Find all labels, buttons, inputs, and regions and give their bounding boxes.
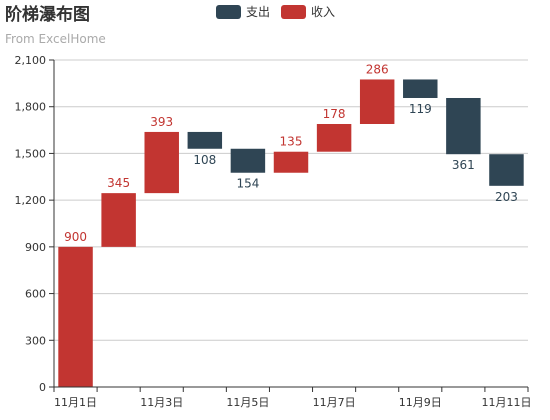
legend[interactable]: 支出 收入 bbox=[216, 5, 335, 19]
bar-expense[interactable] bbox=[230, 148, 266, 173]
bar-expense[interactable] bbox=[187, 131, 223, 149]
bar-expense[interactable] bbox=[403, 79, 438, 98]
y-tick-label: 2,100 bbox=[15, 54, 47, 67]
data-labels: 900 345 393 108 154 135 178 286 119 361 203 bbox=[64, 62, 518, 243]
x-axis: 11月1日 11月3日 11月5日 11月7日 11月9日 11月11日 bbox=[53, 386, 531, 409]
data-label-income: 900 bbox=[64, 230, 87, 244]
chart-subtitle: From ExcelHome bbox=[5, 32, 106, 46]
legend-item-expense[interactable]: 支出 bbox=[216, 5, 270, 19]
bar-income[interactable] bbox=[359, 79, 395, 124]
bar-income[interactable] bbox=[273, 151, 309, 173]
data-label-expense: 203 bbox=[495, 190, 518, 204]
x-tick-label: 11月9日 bbox=[399, 396, 442, 409]
y-tick-label: 900 bbox=[25, 241, 46, 254]
data-label-income: 135 bbox=[280, 135, 303, 149]
y-tick-label: 1,800 bbox=[15, 101, 47, 114]
x-tick-label: 11月5日 bbox=[226, 396, 269, 409]
bar-income[interactable] bbox=[316, 123, 352, 152]
x-tick-label: 11月11日 bbox=[481, 396, 531, 409]
legend-item-income[interactable]: 收入 bbox=[281, 5, 335, 19]
y-tick-label: 1,200 bbox=[15, 194, 47, 207]
data-label-income: 393 bbox=[150, 115, 173, 129]
data-label-expense: 119 bbox=[409, 102, 432, 116]
y-tick-label: 300 bbox=[25, 334, 46, 347]
data-label-expense: 108 bbox=[193, 153, 216, 167]
data-label-income: 286 bbox=[366, 62, 389, 76]
y-tick-label: 600 bbox=[25, 288, 46, 301]
legend-label-expense: 支出 bbox=[246, 5, 270, 19]
data-label-income: 345 bbox=[107, 176, 130, 190]
y-tick-label: 1,500 bbox=[15, 147, 47, 160]
bar-expense[interactable] bbox=[489, 154, 524, 186]
data-label-income: 178 bbox=[323, 107, 346, 121]
y-tick-label: 0 bbox=[39, 381, 46, 394]
x-tick-label: 11月3日 bbox=[140, 396, 183, 409]
x-tick-label: 11月7日 bbox=[313, 396, 356, 409]
bar-income[interactable] bbox=[58, 246, 93, 387]
y-axis: 0 300 600 900 1,200 1,500 1,800 2,100 bbox=[15, 54, 55, 394]
chart-title: 阶梯瀑布图 bbox=[5, 4, 90, 25]
data-label-expense: 154 bbox=[236, 177, 259, 191]
bar-expense[interactable] bbox=[446, 97, 481, 155]
bar-income[interactable] bbox=[144, 131, 179, 194]
x-tick-label: 11月1日 bbox=[54, 396, 97, 409]
bars bbox=[58, 79, 524, 387]
legend-swatch-income bbox=[281, 5, 306, 19]
bar-income[interactable] bbox=[101, 193, 136, 247]
legend-label-income: 收入 bbox=[311, 5, 335, 19]
data-label-expense: 361 bbox=[452, 158, 475, 172]
legend-swatch-expense bbox=[216, 5, 241, 19]
